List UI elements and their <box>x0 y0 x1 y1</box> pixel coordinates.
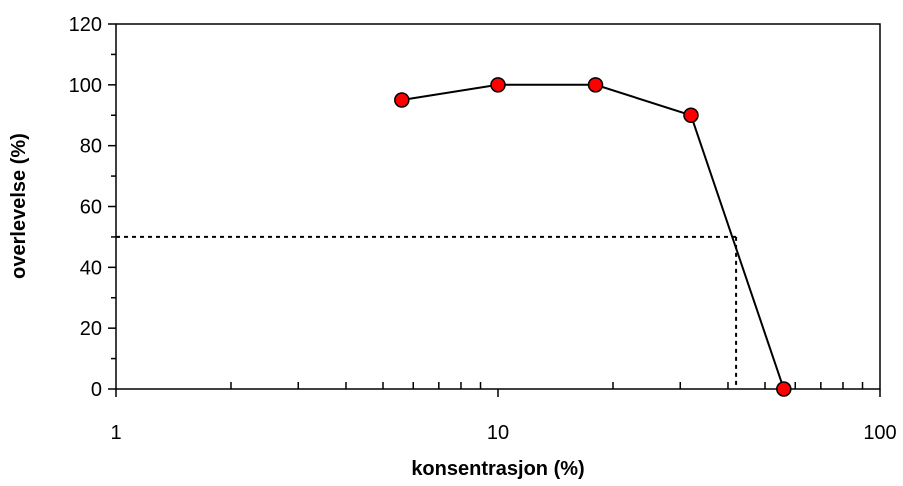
data-point <box>683 107 699 123</box>
y-tick-label: 60 <box>80 197 102 219</box>
x-tick-label: 1 <box>110 422 121 444</box>
x-major-ticks <box>115 389 881 397</box>
y-tick-label: 120 <box>69 14 102 36</box>
y-tick-label: 20 <box>80 318 102 340</box>
reference-lines <box>116 235 738 389</box>
y-minor-ticks <box>111 53 116 360</box>
data-point <box>587 77 604 93</box>
y-tick-label: 100 <box>69 75 102 97</box>
data-point <box>490 77 506 93</box>
y-tick-label: 40 <box>80 257 102 279</box>
x-tick-label: 100 <box>863 422 896 444</box>
y-major-ticks <box>108 23 116 390</box>
x-axis-title: konsentrasjon (%) <box>411 458 584 480</box>
y-tick-labels: 0 20 40 60 80 100 120 <box>69 14 102 401</box>
data-point <box>394 92 410 108</box>
y-axis-title: overlevelse (%) <box>8 133 30 279</box>
x-minor-ticks <box>230 382 864 389</box>
data-point <box>776 381 792 397</box>
y-tick-label: 80 <box>80 136 102 158</box>
x-tick-label: 10 <box>487 422 509 444</box>
x-tick-labels: 1 10 100 <box>110 422 896 444</box>
series-markers <box>394 77 792 397</box>
y-tick-label: 0 <box>91 379 102 401</box>
